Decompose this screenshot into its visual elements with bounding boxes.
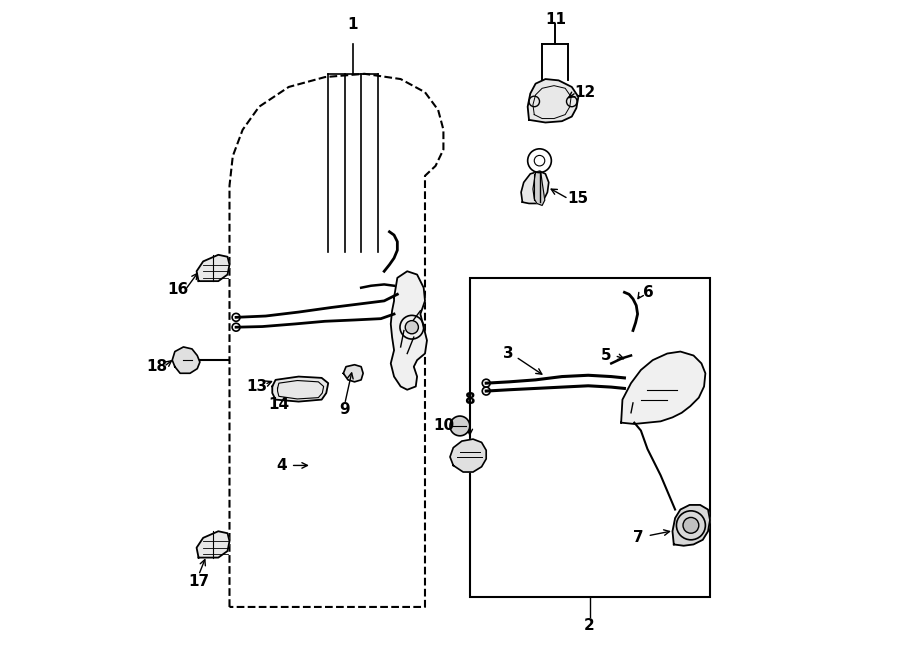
Text: 5: 5 (600, 348, 611, 363)
Polygon shape (533, 173, 544, 206)
Circle shape (535, 155, 544, 166)
Text: 9: 9 (339, 402, 350, 417)
Polygon shape (196, 254, 230, 281)
Text: 10: 10 (433, 418, 454, 434)
Text: 13: 13 (247, 379, 267, 394)
Polygon shape (621, 352, 706, 424)
Bar (470, 278, 710, 597)
Circle shape (405, 321, 418, 334)
Text: 18: 18 (147, 359, 167, 374)
Text: 12: 12 (574, 85, 596, 100)
Polygon shape (527, 79, 579, 122)
Circle shape (450, 416, 470, 436)
Polygon shape (230, 74, 444, 607)
Text: 2: 2 (584, 618, 595, 633)
Polygon shape (450, 439, 486, 472)
Text: 8: 8 (464, 392, 475, 407)
Text: 3: 3 (502, 346, 513, 361)
Text: 16: 16 (166, 282, 188, 297)
Text: 7: 7 (633, 530, 643, 545)
Polygon shape (672, 505, 710, 546)
Text: 11: 11 (544, 13, 566, 27)
Polygon shape (344, 365, 363, 382)
Circle shape (683, 518, 698, 533)
Polygon shape (521, 171, 549, 204)
Text: 1: 1 (347, 17, 358, 32)
Text: 14: 14 (268, 397, 290, 412)
Polygon shape (391, 271, 427, 390)
Polygon shape (196, 531, 230, 558)
Polygon shape (273, 377, 328, 402)
Text: 6: 6 (644, 285, 654, 300)
Text: 17: 17 (188, 574, 209, 590)
Polygon shape (172, 347, 200, 373)
Text: 15: 15 (568, 191, 589, 206)
Text: 4: 4 (276, 458, 287, 473)
